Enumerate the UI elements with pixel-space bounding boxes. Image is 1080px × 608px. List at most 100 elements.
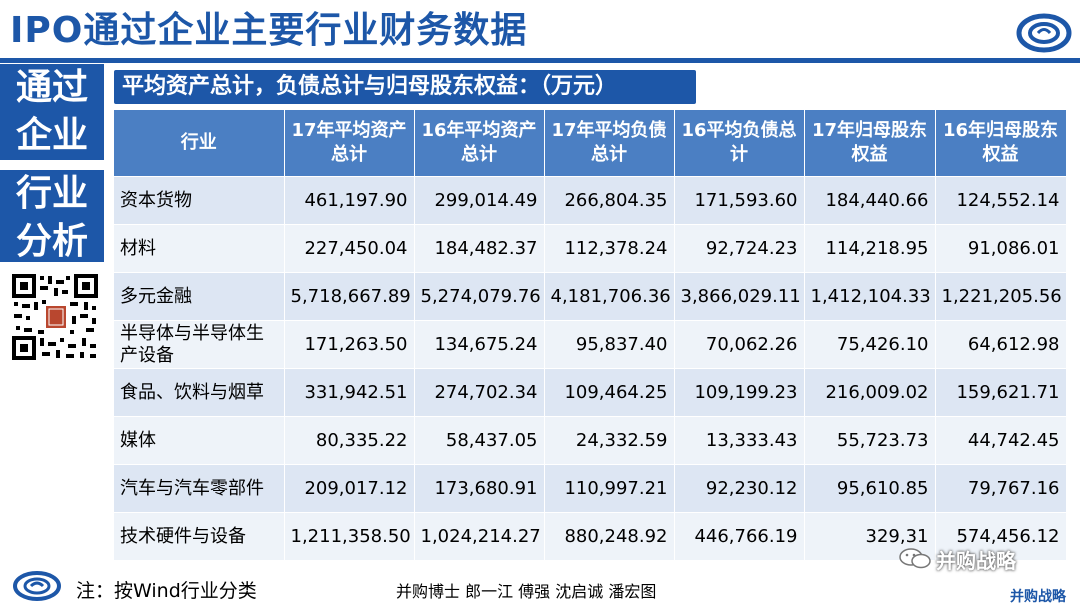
value-cell: 95,837.40: [544, 320, 675, 369]
sidebar-box-industry-analysis: 行业 分析: [0, 170, 104, 262]
value-cell: 70,062.26: [674, 320, 805, 369]
value-cell: 266,804.35: [544, 176, 675, 225]
table-row: 材料 227,450.04 184,482.37 112,378.24 92,724.2…: [114, 224, 1067, 273]
value-cell: 44,742.45: [935, 416, 1067, 465]
column-header-line: 总计: [591, 144, 627, 165]
value-cell: 92,724.23: [674, 224, 805, 273]
industry-name-line: 资本货物: [120, 189, 192, 211]
value-cell: 109,199.23: [674, 368, 805, 417]
industry-cell: 媒体: [114, 416, 285, 465]
value-cell: 75,426.10: [804, 320, 936, 369]
column-header-line: 总计: [331, 144, 367, 165]
value-cell: 79,767.16: [935, 464, 1067, 513]
value-cell: 331,942.51: [284, 368, 415, 417]
industry-cell: 半导体与半导体生 产设备: [114, 320, 285, 369]
industry-name-line: 技术硬件与设备: [120, 525, 246, 547]
industry-name-line: 材料: [120, 237, 156, 259]
column-header-industry: 行业: [114, 110, 285, 177]
value-cell: 1,024,214.27: [414, 512, 545, 561]
value-cell: 274,702.34: [414, 368, 545, 417]
industry-cell: 多元金融: [114, 272, 285, 321]
column-header-line: 权益: [982, 144, 1019, 165]
value-cell: 24,332.59: [544, 416, 675, 465]
brand-text: 并购战略: [1010, 589, 1066, 605]
value-cell: 173,680.91: [414, 464, 545, 513]
industry-cell: 食品、饮料与烟草: [114, 368, 285, 417]
value-cell: 134,675.24: [414, 320, 545, 369]
value-cell: 209,017.12: [284, 464, 415, 513]
value-cell: 1,211,358.50: [284, 512, 415, 561]
section-subtitle: 平均资产总计，负债总计与归母股东权益：（万元）: [114, 70, 696, 104]
column-header-line: 计: [730, 144, 748, 165]
column-header: 17年归母股东 权益: [804, 110, 936, 177]
industry-cell: 技术硬件与设备: [114, 512, 285, 561]
value-cell: 114,218.95: [804, 224, 936, 273]
table-row: 媒体 80,335.22 58,437.05 24,332.59 13,333.43 55…: [114, 416, 1067, 465]
table-row: 半导体与半导体生 产设备 171,263.50 134,675.24 95,837.40…: [114, 320, 1067, 369]
value-cell: 109,464.25: [544, 368, 675, 417]
watermark-text: 并购战略: [936, 549, 1016, 573]
industry-cell: 材料: [114, 224, 285, 273]
page-title: IPO通过企业主要行业财务数据: [10, 10, 528, 51]
value-cell: 80,335.22: [284, 416, 415, 465]
value-cell: 184,440.66: [804, 176, 936, 225]
logo-swirl-icon: [1016, 13, 1072, 53]
sidebar-box-line: 企业: [15, 115, 88, 156]
column-header: 16年平均资产 总计: [414, 110, 545, 177]
value-cell: 299,014.49: [414, 176, 545, 225]
value-cell: 64,612.98: [935, 320, 1067, 369]
value-cell: 227,450.04: [284, 224, 415, 273]
table-row: 汽车与汽车零部件 209,017.12 173,680.91 110,997.21 92…: [114, 464, 1067, 513]
table-row: 食品、饮料与烟草 331,942.51 274,702.34 109,464.25 10…: [114, 368, 1067, 417]
industry-cell: 资本货物: [114, 176, 285, 225]
industry-name-line: 多元金融: [120, 285, 192, 307]
value-cell: 184,482.37: [414, 224, 545, 273]
industry-name-line: 食品、饮料与烟草: [120, 381, 264, 403]
qr-code-icon: [10, 272, 100, 362]
value-cell: 5,718,667.89: [284, 272, 415, 321]
column-header-line: 16年平均资产: [421, 120, 537, 141]
value-cell: 1,221,205.56: [935, 272, 1067, 321]
value-cell: 4,181,706.36: [544, 272, 675, 321]
industry-name-line: 产设备: [120, 344, 174, 366]
value-cell: 159,621.71: [935, 368, 1067, 417]
column-header-line: 17年平均负债: [551, 120, 667, 141]
column-header: 16年归母股东 权益: [935, 110, 1067, 177]
value-cell: 171,263.50: [284, 320, 415, 369]
table-body: 资本货物 461,197.90 299,014.49 266,804.35 171,59…: [114, 176, 1067, 561]
value-cell: 95,610.85: [804, 464, 936, 513]
value-cell: 5,274,079.76: [414, 272, 545, 321]
financial-data-table: 行业 17年平均资产 总计 16年平均资产 总计 17年平均负债 总计 16平均负债总计 17年…: [114, 110, 1067, 561]
column-header-line: 行业: [180, 132, 217, 153]
logo-swirl-icon: [13, 571, 61, 601]
column-header-line: 16平均负债总: [681, 120, 797, 141]
value-cell: 55,723.73: [804, 416, 936, 465]
table-row: 资本货物 461,197.90 299,014.49 266,804.35 171,59…: [114, 176, 1067, 225]
column-header: 17年平均资产 总计: [284, 110, 415, 177]
value-cell: 124,552.14: [935, 176, 1067, 225]
column-header-line: 总计: [461, 144, 497, 165]
industry-name-line: 汽车与汽车零部件: [120, 477, 264, 499]
column-header-line: 权益: [851, 144, 888, 165]
industry-name-line: 媒体: [120, 429, 156, 451]
table-row: 技术硬件与设备 1,211,358.50 1,024,214.27 880,248.9…: [114, 512, 1067, 561]
industry-cell: 汽车与汽车零部件: [114, 464, 285, 513]
title-divider: [0, 58, 1080, 63]
column-header-line: 16年归母股东: [942, 120, 1059, 141]
table-header-row: 行业 17年平均资产 总计 16年平均资产 总计 17年平均负债 总计 16平均负债总计 17年…: [114, 110, 1067, 177]
column-header: 16平均负债总计: [674, 110, 805, 177]
footnote-classification: 注：按Wind行业分类: [76, 580, 257, 602]
value-cell: 1,412,104.33: [804, 272, 936, 321]
value-cell: 92,230.12: [674, 464, 805, 513]
column-header-line: 17年归母股东: [811, 120, 928, 141]
column-header-line: 17年平均资产: [291, 120, 407, 141]
value-cell: 216,009.02: [804, 368, 936, 417]
sidebar-box-ipo-companies: 通过 企业: [0, 64, 104, 160]
sidebar-box-line: 分析: [15, 221, 88, 262]
industry-name-line: 半导体与半导体生: [120, 322, 264, 344]
value-cell: 112,378.24: [544, 224, 675, 273]
value-cell: 446,766.19: [674, 512, 805, 561]
value-cell: 461,197.90: [284, 176, 415, 225]
table-row: 多元金融 5,718,667.89 5,274,079.76 4,181,706.36…: [114, 272, 1067, 321]
sidebar-box-line: 行业: [15, 173, 88, 214]
